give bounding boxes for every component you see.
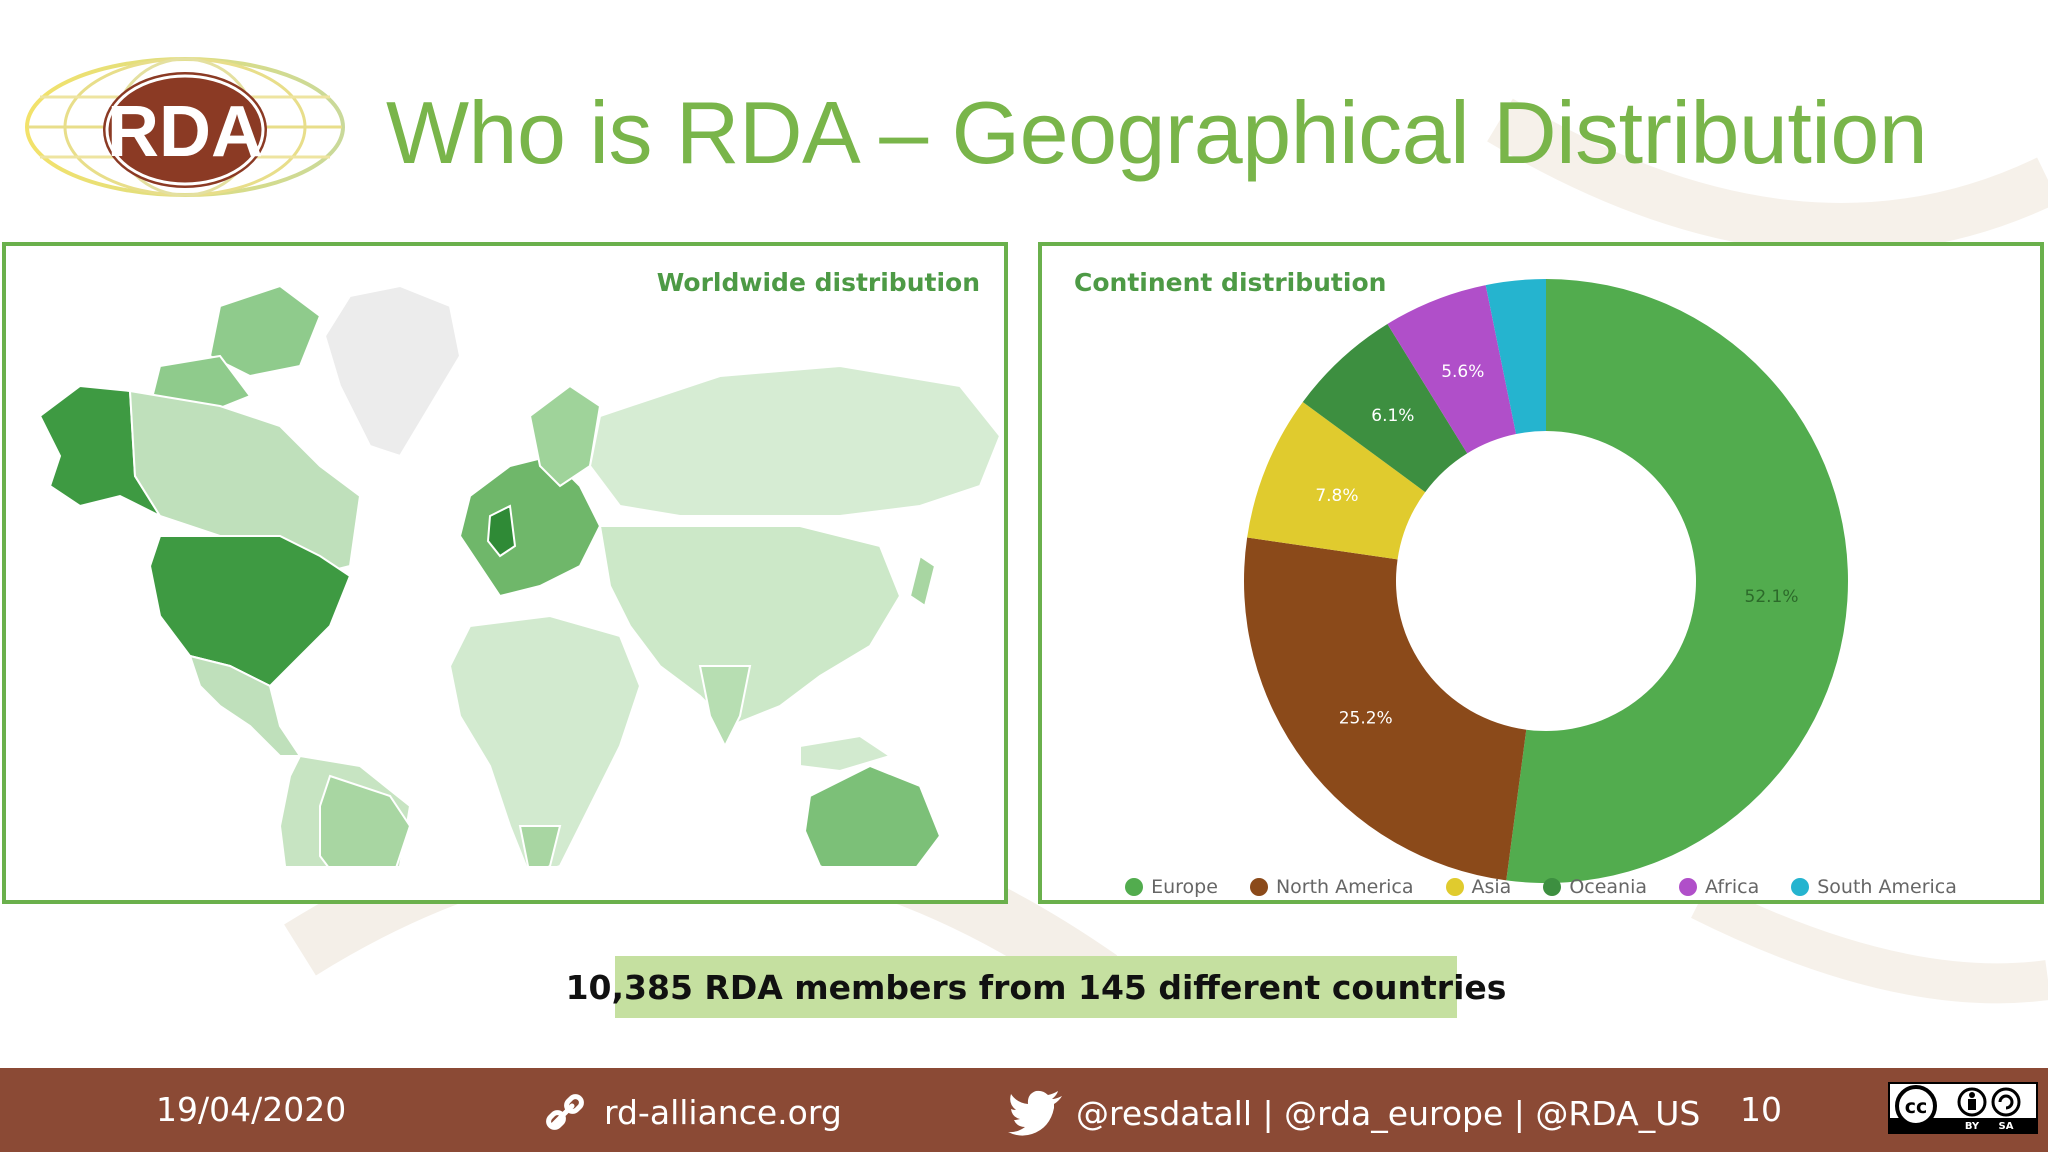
donut-chart: 52.1% 25.2% 7.8% 6.1% 5.6%	[1244, 279, 1849, 884]
legend-swatch	[1445, 878, 1464, 896]
link-icon	[546, 1094, 584, 1130]
slice-north-america	[1244, 537, 1527, 881]
legend-label: Oceania	[1569, 876, 1648, 898]
map-panel-title: Worldwide distribution	[656, 268, 980, 297]
slice-south-america	[1485, 279, 1546, 435]
indonesia-shape	[799, 734, 893, 773]
slice-oceania	[1302, 323, 1468, 493]
alaska-shape	[38, 384, 163, 519]
by-text: BY	[1965, 1121, 1980, 1132]
legend-label: Europe	[1151, 876, 1218, 898]
usa-shape	[148, 535, 352, 688]
chart-title: Continent distribution	[1074, 268, 1387, 297]
legend-item-oceania: Oceania	[1543, 876, 1647, 898]
legend-swatch	[1543, 878, 1562, 896]
slice-label-europe: 52.1%	[1745, 587, 1799, 607]
rda-logo: RDA	[25, 57, 345, 197]
footer-social: @resdatall | @rda_europe | @RDA_US	[1076, 1093, 1701, 1133]
legend-item-europe: Europe	[1125, 876, 1218, 898]
worldwide-map-panel: Worldwide distribution	[2, 242, 1008, 904]
india-shape	[698, 665, 752, 749]
slice-label-oceania: 6.1%	[1371, 406, 1414, 426]
cc-by-sa-icon: cc BY SA	[1890, 1084, 2036, 1132]
africa-shape	[448, 614, 642, 866]
australia-shape	[803, 764, 942, 866]
footer-bar: 19/04/2020 rd-alliance.org @resdatall | …	[0, 1068, 2048, 1152]
twitter-icon	[1008, 1090, 1062, 1136]
slice-label-north-america: 25.2%	[1339, 708, 1393, 728]
arctic-islands-shape	[208, 284, 322, 378]
legend-label: Africa	[1705, 876, 1760, 898]
europe-shape	[458, 454, 602, 598]
mexico-shape	[188, 654, 302, 757]
slice-label-asia: 7.8%	[1315, 486, 1358, 506]
uk-shape	[486, 504, 517, 558]
cc-text: cc	[1905, 1096, 1928, 1118]
legend-item-north-america: North America	[1249, 876, 1414, 898]
footer-date: 19/04/2020	[156, 1090, 347, 1129]
slice-europe	[1506, 279, 1849, 884]
japan-shape	[908, 554, 937, 608]
legend-swatch	[1679, 878, 1698, 896]
footer-website[interactable]: rd-alliance.org	[604, 1092, 842, 1132]
slice-label-africa: 5.6%	[1441, 362, 1484, 382]
cc-license-badge: cc BY SA	[1888, 1082, 2038, 1134]
asia-shape	[598, 525, 902, 728]
slice-africa	[1387, 285, 1517, 454]
legend-item-africa: Africa	[1679, 876, 1759, 898]
legend-label: South America	[1817, 876, 1957, 898]
members-banner: 10,385 RDA members from 145 different co…	[566, 956, 1506, 1018]
sa-text: SA	[1999, 1121, 2014, 1132]
slice-asia	[1247, 401, 1426, 560]
continent-chart-panel: Continent distribution 52.1% 25.2% 7.8% 6.1…	[1038, 242, 2044, 904]
chart-legend: Europe North America Asia Oceania Africa Sout…	[1042, 876, 2040, 898]
south-africa-shape	[518, 825, 562, 866]
page-number: 10	[1740, 1090, 1782, 1129]
slide-title: Who is RDA – Geographical Distribution	[386, 83, 1928, 182]
legend-label: Asia	[1471, 876, 1512, 898]
greenland-shape	[323, 284, 462, 458]
legend-swatch	[1249, 878, 1268, 896]
russia-shape	[588, 364, 1002, 517]
legend-item-asia: Asia	[1445, 876, 1512, 898]
logo-text: RDA	[107, 92, 263, 172]
legend-label: North America	[1275, 876, 1414, 898]
brazil-shape	[319, 774, 412, 866]
legend-item-south-america: South America	[1791, 876, 1957, 898]
legend-swatch	[1125, 878, 1144, 896]
world-map	[38, 284, 1002, 866]
legend-swatch	[1791, 878, 1810, 896]
